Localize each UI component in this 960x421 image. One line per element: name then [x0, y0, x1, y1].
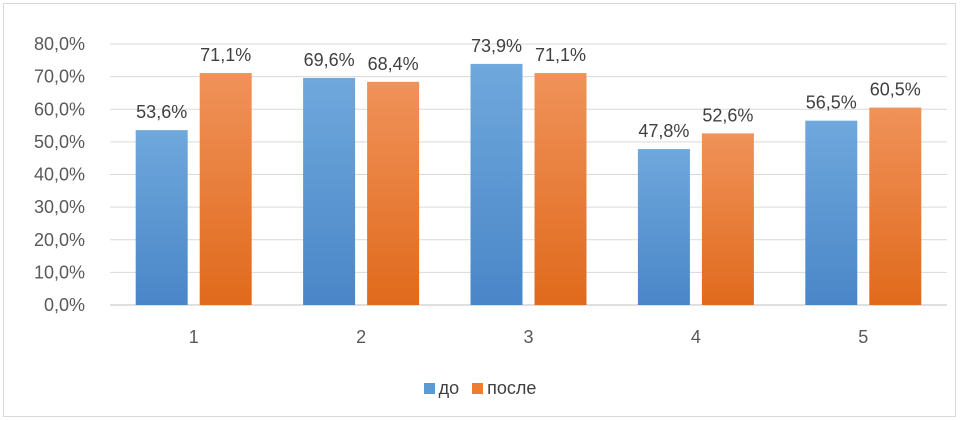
x-tick-label: 5: [858, 327, 868, 347]
y-tick-label: 40,0%: [34, 165, 85, 185]
y-tick-label: 0,0%: [44, 295, 85, 315]
bar-posle: [701, 133, 754, 305]
legend-item-do: до: [423, 378, 460, 399]
legend-label-posle: после: [487, 378, 537, 398]
legend-swatch-posle: [472, 383, 484, 394]
x-tick-label: 2: [356, 327, 366, 347]
bar-posle: [869, 107, 922, 306]
legend-swatch-do: [423, 383, 435, 394]
x-tick-label: 1: [189, 327, 199, 347]
bar-posle: [199, 73, 252, 305]
bar-do: [135, 130, 188, 305]
bar-posle: [367, 81, 420, 305]
data-label: 71,1%: [200, 45, 251, 65]
y-tick-label: 20,0%: [34, 230, 85, 250]
data-label: 56,5%: [806, 93, 857, 113]
bar-do: [470, 63, 523, 306]
bar-do: [805, 120, 858, 305]
bar-posle: [534, 73, 587, 305]
x-tick-label: 4: [691, 327, 701, 347]
data-label: 71,1%: [535, 45, 586, 65]
bar-do: [303, 77, 356, 306]
legend-item-posle: после: [472, 378, 536, 399]
y-tick-label: 80,0%: [34, 34, 85, 54]
legend-label-do: до: [438, 378, 460, 398]
y-tick-label: 60,0%: [34, 99, 85, 119]
legend: до после: [0, 378, 960, 399]
data-label: 52,6%: [702, 105, 753, 125]
x-tick-label: 3: [523, 327, 533, 347]
y-tick-label: 70,0%: [34, 67, 85, 87]
data-label: 69,6%: [304, 50, 355, 70]
y-tick-label: 10,0%: [34, 262, 85, 282]
data-label: 73,9%: [471, 36, 522, 56]
bar-do: [637, 149, 690, 305]
y-tick-label: 50,0%: [34, 132, 85, 152]
data-label: 60,5%: [870, 80, 921, 100]
data-label: 68,4%: [368, 54, 419, 74]
data-label: 47,8%: [638, 121, 689, 141]
y-tick-label: 30,0%: [34, 197, 85, 217]
data-label: 53,6%: [136, 102, 187, 122]
